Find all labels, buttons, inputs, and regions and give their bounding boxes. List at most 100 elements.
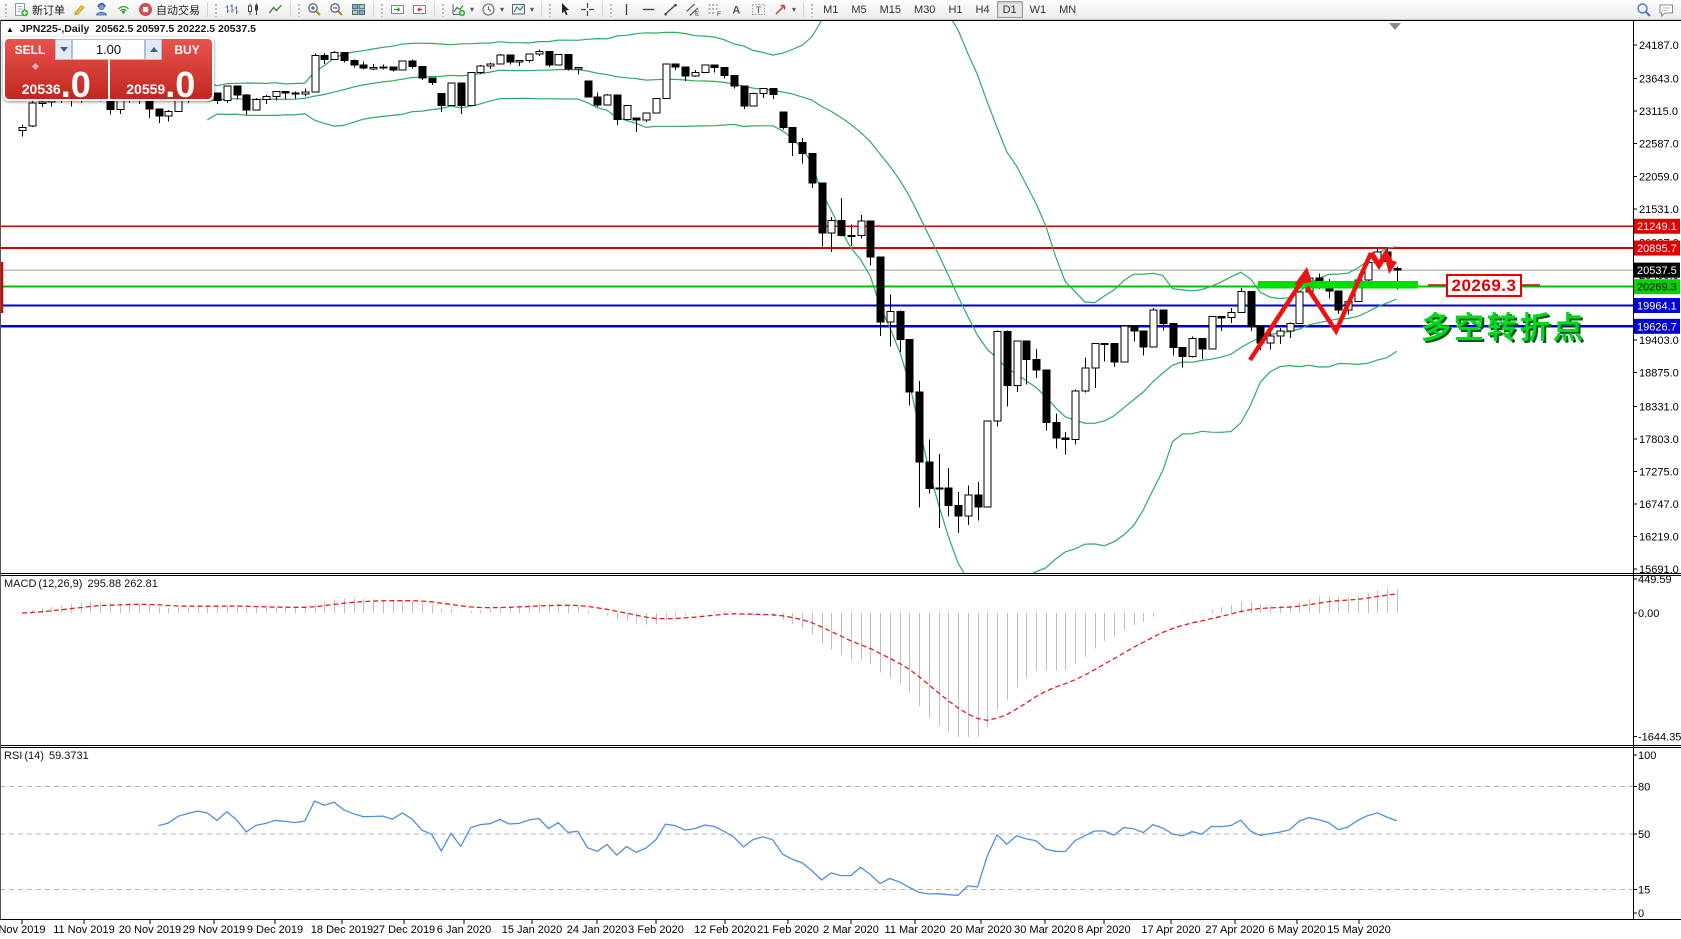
svg-text:100: 100	[1638, 750, 1656, 762]
price-axis[interactable]	[1633, 20, 1681, 919]
tick-direction-icon	[31, 62, 40, 71]
timeframe-m5-button[interactable]: M5	[845, 1, 872, 18]
bar-chart-button[interactable]	[221, 1, 242, 18]
svg-text:F: F	[717, 11, 721, 17]
support-price-callout[interactable]: 20269.3	[1446, 274, 1522, 297]
time-axis[interactable]	[0, 919, 1681, 939]
volume-input[interactable]	[72, 39, 145, 60]
spinner-up-icon	[149, 47, 158, 52]
svg-text:6 May 2020: 6 May 2020	[1268, 924, 1325, 936]
candlestick-chart-button[interactable]	[243, 1, 264, 18]
sell-price[interactable]: 20536 .0	[5, 60, 108, 99]
macd-values: 295.88 262.81	[87, 578, 158, 590]
autotrading-button[interactable]: 自动交易	[135, 1, 203, 18]
main-chart-pane[interactable]	[0, 20, 1633, 573]
new-order-icon	[15, 3, 29, 17]
text-icon: A	[732, 5, 740, 17]
horizontal-line-button[interactable]	[638, 1, 659, 18]
svg-text:E: E	[695, 11, 700, 18]
svg-text:-1644.35: -1644.35	[1638, 732, 1681, 744]
cursor-button[interactable]	[555, 1, 576, 18]
volume-increase-button[interactable]	[145, 39, 162, 60]
trendline-button[interactable]	[660, 1, 681, 18]
sell-button[interactable]: SELL	[5, 39, 55, 60]
timeframe-h1-button[interactable]: H1	[942, 1, 968, 18]
svg-text:15: 15	[1638, 884, 1650, 896]
svg-text:A: A	[732, 5, 740, 17]
svg-text:0.00: 0.00	[1638, 608, 1659, 620]
equidistant-channel-button[interactable]: E	[682, 1, 703, 18]
templates-button[interactable]: ▾	[508, 1, 537, 18]
sell-price-int: 20536	[21, 81, 61, 97]
zoom-out-icon	[330, 3, 343, 16]
rsi-pane[interactable]	[0, 747, 1633, 919]
indicators-button[interactable]: ▾	[448, 1, 477, 18]
timeframe-m15-button[interactable]: M15	[874, 1, 907, 18]
crayon-button[interactable]	[69, 1, 90, 18]
support-person-icon	[96, 2, 107, 16]
auto-scroll-button[interactable]	[387, 1, 408, 18]
buy-price[interactable]: 20559 .0	[110, 60, 213, 99]
horizontal-line-icon	[643, 8, 655, 11]
crosshair-button[interactable]	[577, 1, 598, 18]
text-button[interactable]: A	[726, 1, 747, 18]
bar-chart-icon	[225, 4, 239, 14]
svg-text:27 Apr 2020: 27 Apr 2020	[1205, 924, 1264, 936]
svg-text:T: T	[756, 5, 762, 16]
arrows-button[interactable]: ▾	[770, 1, 799, 18]
svg-text:17 Apr 2020: 17 Apr 2020	[1141, 924, 1200, 936]
svg-text:Nov 2019: Nov 2019	[0, 924, 46, 936]
chat-icon[interactable]	[1658, 2, 1675, 18]
macd-pane[interactable]	[0, 575, 1633, 745]
zoom-in-icon	[308, 3, 321, 16]
svg-text:23643.0: 23643.0	[1639, 74, 1679, 86]
indicators-icon	[452, 4, 466, 17]
svg-text:20 Nov 2019: 20 Nov 2019	[119, 924, 181, 936]
search-icon[interactable]	[1636, 2, 1652, 18]
periods-button[interactable]: ▾	[478, 1, 507, 18]
tile-windows-button[interactable]	[348, 1, 369, 18]
buy-price-int: 20559	[126, 81, 166, 97]
timeframe-m1-button[interactable]: M1	[817, 1, 844, 18]
templates-icon	[512, 4, 526, 15]
fibonacci-button[interactable]: F	[704, 1, 725, 18]
svg-text:9 Dec 2019: 9 Dec 2019	[247, 924, 303, 936]
svg-text:21 Feb 2020: 21 Feb 2020	[757, 924, 819, 936]
svg-text:24187.0: 24187.0	[1639, 40, 1679, 52]
volume-decrease-button[interactable]	[55, 39, 72, 60]
templates-dropdown-caret: ▾	[530, 5, 535, 14]
chart-shift-button[interactable]	[409, 1, 430, 18]
text-label-button[interactable]: T	[748, 1, 769, 18]
svg-text:21531.0: 21531.0	[1639, 204, 1679, 216]
svg-text:21249.1: 21249.1	[1637, 221, 1677, 233]
timeframe-m30-button[interactable]: M30	[908, 1, 941, 18]
svg-text:20269.3: 20269.3	[1637, 282, 1677, 294]
cursor-icon	[562, 3, 570, 16]
timeframe-d1-button[interactable]: D1	[996, 1, 1023, 18]
zoom-in-button[interactable]	[304, 1, 325, 18]
svg-text:80: 80	[1638, 782, 1650, 794]
line-chart-button[interactable]	[265, 1, 286, 18]
toolbar-grip[interactable]	[4, 2, 8, 17]
new-order-button[interactable]: 新订单	[11, 1, 68, 18]
timeframe-h4-button[interactable]: H4	[970, 1, 996, 18]
buy-button[interactable]: BUY	[162, 39, 212, 60]
svg-text:15 Jan 2020: 15 Jan 2020	[502, 924, 563, 936]
chart-shift-icon	[413, 5, 426, 14]
svg-text:22059.0: 22059.0	[1639, 171, 1679, 183]
collapse-panel-arrow-icon[interactable]: ▲	[6, 24, 14, 34]
vertical-line-button[interactable]	[616, 1, 637, 18]
svg-text:20 Mar 2020: 20 Mar 2020	[950, 924, 1012, 936]
svg-text:18331.0: 18331.0	[1639, 401, 1679, 413]
line-chart-icon	[268, 4, 282, 14]
zoom-out-button[interactable]	[326, 1, 347, 18]
support-button[interactable]	[91, 1, 112, 18]
annotation-text[interactable]: 多空转折点	[1421, 312, 1586, 345]
signal-button[interactable]	[113, 1, 134, 18]
timeframe-mn-button[interactable]: MN	[1053, 1, 1082, 18]
svg-text:15691.0: 15691.0	[1639, 564, 1679, 576]
svg-text:50: 50	[1638, 829, 1650, 841]
timeframe-w1-button[interactable]: W1	[1024, 1, 1053, 18]
macd-params: (12,26,9)	[38, 578, 83, 590]
crosshair-icon	[581, 3, 595, 16]
